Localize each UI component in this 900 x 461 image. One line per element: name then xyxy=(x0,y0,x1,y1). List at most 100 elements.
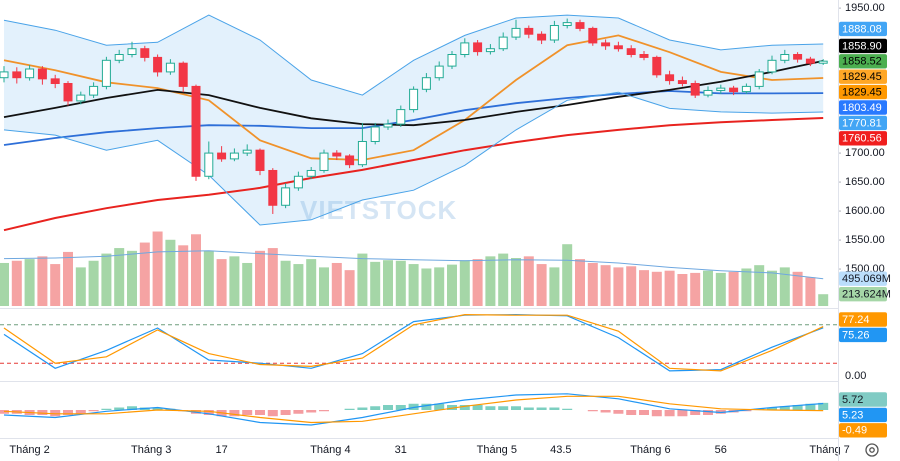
volume-bar xyxy=(139,242,150,306)
x-tick-label: 17 xyxy=(215,444,227,456)
candle-body xyxy=(178,62,188,87)
candle-body xyxy=(626,48,636,56)
candle-body xyxy=(818,60,828,64)
x-tick-label: Tháng 7 xyxy=(809,444,849,456)
candle-body xyxy=(511,27,521,38)
x-tick-label: 43.5 xyxy=(550,444,571,456)
volume-bar xyxy=(447,264,457,306)
price-badge-label: 75.26 xyxy=(842,329,870,341)
histogram-bar xyxy=(779,406,790,410)
candle-body xyxy=(140,48,150,58)
volume-bar xyxy=(651,271,662,306)
price-badge xyxy=(839,423,887,438)
plot: 1950.001700.001650.001600.001550.001500.… xyxy=(0,2,891,456)
histogram-bar xyxy=(741,410,752,412)
price-badge-label: 1858.90 xyxy=(842,40,882,52)
volume-bar xyxy=(562,244,573,306)
candle-body xyxy=(383,123,393,128)
candle-body xyxy=(281,187,291,206)
histogram-bar xyxy=(357,407,368,410)
volume-bar xyxy=(818,294,829,306)
candle-body xyxy=(101,59,111,87)
volume-bar xyxy=(728,271,739,306)
candle-body xyxy=(255,149,265,171)
histogram-bar xyxy=(75,410,86,414)
volume-bar xyxy=(191,234,201,306)
candle-body xyxy=(319,152,329,171)
y-tick-label: 1950.00 xyxy=(845,2,885,14)
volume-bar xyxy=(485,256,496,306)
candle-body xyxy=(114,54,124,61)
candle-body xyxy=(25,68,35,79)
histogram-bar xyxy=(421,403,432,410)
price-badge xyxy=(839,327,887,343)
settings-icon[interactable] xyxy=(865,443,879,457)
indicator-line xyxy=(3,313,824,372)
candle-body xyxy=(447,54,457,67)
candle-body xyxy=(741,85,751,93)
x-tick-label: Tháng 2 xyxy=(9,444,49,456)
histogram-bar xyxy=(383,405,393,410)
histogram-bar xyxy=(600,410,611,413)
histogram-bar xyxy=(613,410,624,414)
volume-bar xyxy=(434,267,445,306)
price-badge xyxy=(839,131,887,146)
volume-bar xyxy=(498,253,509,306)
volume-bar xyxy=(152,231,163,306)
histogram-bar xyxy=(690,410,701,415)
price-badge xyxy=(839,21,887,37)
price-badge-label: 1888.08 xyxy=(842,23,882,35)
indicator-line xyxy=(3,313,824,372)
price-badge xyxy=(839,84,887,100)
histogram-bar xyxy=(472,405,483,410)
candle-body xyxy=(754,71,764,87)
candle-body xyxy=(76,94,86,102)
volume-bar xyxy=(626,266,637,306)
histogram-bar xyxy=(587,410,598,412)
indicator-line xyxy=(3,395,824,424)
histogram-bar xyxy=(408,403,419,410)
volume-bar xyxy=(754,265,765,306)
volume-bar xyxy=(357,253,368,306)
histogram-bar xyxy=(280,410,291,415)
indicator-line xyxy=(3,91,824,226)
candle-body xyxy=(63,82,73,102)
candle-body xyxy=(485,48,495,53)
candle-body xyxy=(562,22,572,27)
histogram-bar xyxy=(203,410,214,415)
candle-body xyxy=(639,54,649,58)
volume-bar xyxy=(792,271,803,306)
price-badge-label: 1829.45 xyxy=(842,71,882,83)
candle-body xyxy=(780,54,790,61)
candle-body xyxy=(549,25,559,41)
indicator-line xyxy=(3,34,824,161)
candle-body xyxy=(12,71,22,79)
volume-bar xyxy=(50,264,61,306)
candle-body xyxy=(89,85,99,96)
candle-body xyxy=(537,33,547,41)
price-badge xyxy=(839,54,887,69)
histogram-bar xyxy=(677,410,688,417)
candle-body xyxy=(473,42,483,53)
price-badge-label: 1829.45 xyxy=(842,87,882,99)
volume-bar xyxy=(395,260,406,306)
volume-bar xyxy=(421,268,432,306)
price-badge xyxy=(839,271,887,286)
price-badge xyxy=(839,312,887,327)
histogram-bar xyxy=(703,410,713,415)
volume-bar xyxy=(741,268,752,306)
volume-bar xyxy=(24,259,35,306)
histogram-bar xyxy=(715,410,726,414)
candle-body xyxy=(690,82,700,96)
indicator-line xyxy=(3,60,824,127)
volume-bar xyxy=(664,270,675,306)
x-tick-label: 56 xyxy=(715,444,727,456)
price-badge-label: 1770.81 xyxy=(842,117,882,129)
histogram-bar xyxy=(63,410,73,415)
histogram-bar xyxy=(523,407,534,410)
histogram-bar xyxy=(293,410,304,414)
volume-bar xyxy=(715,272,726,306)
volume-bar xyxy=(613,267,624,306)
candle-body xyxy=(306,169,316,177)
volume-bar xyxy=(178,245,189,306)
